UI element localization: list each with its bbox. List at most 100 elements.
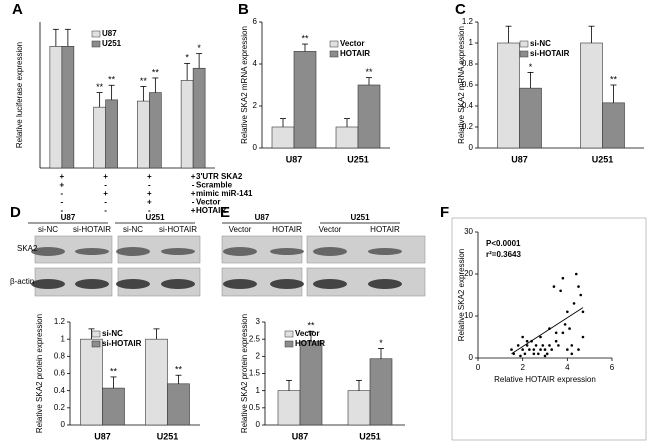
- blot-band: [161, 279, 195, 289]
- bar: [137, 100, 150, 169]
- x-tick-label: U251: [359, 431, 381, 441]
- legend-label: Vector: [340, 39, 364, 48]
- point: [543, 354, 547, 358]
- condition-sign: -: [148, 181, 151, 190]
- legend-label: HOTAIR: [340, 49, 370, 58]
- y-tick-label: 0.6: [54, 369, 66, 378]
- annotation: r²=0.3643: [486, 250, 521, 259]
- panel-letter: A: [12, 1, 23, 18]
- legend-swatch: [519, 40, 529, 48]
- blot-band: [368, 248, 402, 255]
- point: [537, 352, 540, 356]
- point: [568, 327, 571, 330]
- significance: **: [365, 67, 373, 77]
- blot-band: [270, 279, 304, 289]
- x-tick-label: 6: [610, 363, 615, 372]
- legend-label: si-NC: [102, 329, 123, 338]
- panel-frame: [451, 217, 647, 441]
- blot-lane: si-HOTAIR: [73, 225, 111, 234]
- blot-lane: si-NC: [38, 225, 58, 234]
- y-tick-label: 2.5: [249, 334, 261, 343]
- condition-sign: -: [104, 181, 107, 190]
- x-tick-label: U87: [286, 154, 303, 164]
- bar: [271, 126, 295, 149]
- condition-label: mimic miR-141: [196, 189, 253, 198]
- bar: [93, 106, 106, 169]
- blot-band: [31, 279, 65, 289]
- blot-group: U87: [255, 213, 270, 222]
- x-tick-label: 4: [565, 363, 570, 372]
- point: [525, 339, 529, 343]
- point: [521, 335, 524, 339]
- point: [572, 302, 576, 305]
- condition-label: Vector: [196, 198, 220, 207]
- bar: [497, 42, 520, 149]
- bar: [102, 387, 125, 426]
- condition-sign: +: [191, 206, 196, 215]
- significance: **: [610, 74, 618, 84]
- bar: [299, 341, 323, 426]
- legend-label: U87: [102, 29, 117, 38]
- condition-sign: +: [147, 198, 152, 207]
- point: [570, 352, 574, 356]
- point: [566, 310, 569, 314]
- significance: *: [379, 338, 383, 348]
- bar: [357, 84, 381, 149]
- blot-band: [31, 247, 65, 256]
- point: [563, 323, 567, 326]
- x-tick-label: U251: [157, 431, 179, 441]
- point: [577, 348, 580, 351]
- significance: **: [108, 75, 116, 85]
- y-tick-label: 1: [469, 38, 474, 47]
- legend-swatch: [329, 50, 339, 58]
- point: [570, 344, 574, 347]
- y-tick-label: 2: [256, 351, 261, 360]
- significance: *: [185, 53, 189, 63]
- legend-swatch: [329, 40, 339, 48]
- legend-swatch: [91, 40, 101, 48]
- legend-swatch: [519, 50, 529, 58]
- blot-row-label: β-actin: [10, 277, 34, 286]
- bar: [293, 51, 317, 149]
- significance: **: [96, 82, 104, 92]
- y-tick-label: 1: [256, 386, 261, 395]
- legend-swatch: [91, 30, 101, 38]
- blot-lane: HOTAIR: [370, 225, 400, 234]
- panel-letter: C: [455, 1, 466, 18]
- blot-band: [223, 279, 257, 289]
- significance: **: [110, 366, 118, 376]
- y-axis-label: Relative SKA2 protein expression: [35, 314, 44, 433]
- condition-sign: -: [61, 198, 64, 207]
- point: [523, 352, 527, 356]
- condition-sign: +: [103, 189, 108, 198]
- bar: [149, 92, 162, 169]
- point: [550, 348, 553, 351]
- y-tick-label: 20: [464, 269, 473, 278]
- point: [545, 352, 549, 356]
- blot-band: [75, 248, 109, 255]
- x-tick-label: U251: [347, 154, 369, 164]
- y-axis-label: Relative luciferase expression: [15, 42, 24, 148]
- significance: **: [175, 365, 183, 375]
- condition-sign: -: [104, 198, 107, 207]
- y-tick-label: 2: [253, 101, 258, 110]
- bar: [49, 46, 63, 169]
- blot-group: U251: [145, 213, 165, 222]
- y-axis-label: Relative SKA2 mRNA expression: [457, 26, 466, 144]
- blot-lane: HOTAIR: [272, 225, 302, 234]
- condition-sign: +: [191, 172, 196, 181]
- bar: [580, 42, 603, 149]
- condition-label: HOTAIR: [196, 206, 226, 215]
- point: [510, 348, 513, 351]
- y-tick-label: 1.5: [249, 369, 261, 378]
- condition-sign: -: [104, 206, 107, 215]
- legend-label: HOTAIR: [295, 339, 325, 348]
- y-tick-label: 1: [61, 334, 66, 343]
- blot-group: U87: [61, 213, 76, 222]
- legend-label: si-HOTAIR: [530, 49, 570, 58]
- bar: [602, 102, 625, 149]
- bar: [335, 126, 359, 149]
- point: [554, 331, 558, 335]
- condition-label: Scramble: [196, 181, 233, 190]
- y-axis-label: Relative SKA2 expression: [457, 249, 466, 342]
